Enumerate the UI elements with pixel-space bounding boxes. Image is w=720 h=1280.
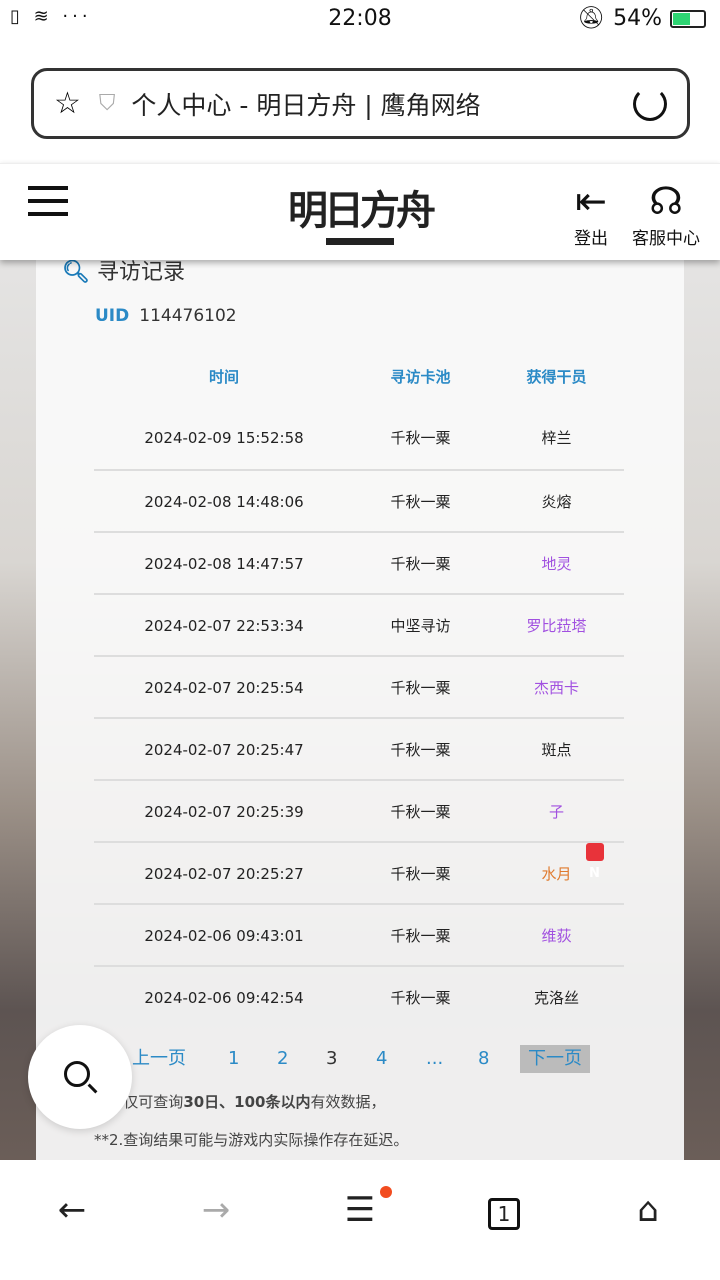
notification-dot bbox=[380, 1186, 392, 1198]
new-badge: N bbox=[585, 843, 604, 881]
time-cell: 2024-02-07 20:25:54 bbox=[144, 679, 304, 697]
bottom-nav: ← → ☰ 1 ⌂ bbox=[0, 1160, 720, 1280]
page-ellipsis: ... bbox=[426, 1048, 444, 1069]
operator-cell: 梓兰 bbox=[541, 429, 572, 447]
time-cell: 2024-02-07 22:53:34 bbox=[144, 617, 304, 635]
pool-cell: 千秋一粟 bbox=[390, 741, 451, 759]
note-2: **2.查询结果可能与游戏内实际操作存在延迟。 bbox=[94, 1131, 409, 1149]
time-cell: 2024-02-06 09:42:54 bbox=[144, 989, 304, 1007]
note-1: **1.仅可查询30日、100条以内有效数据， bbox=[94, 1093, 386, 1111]
card-title: 🔍︎ 寻访记录 bbox=[62, 260, 185, 285]
clock: 22:08 bbox=[328, 6, 392, 31]
bell-muted-icon: 🔕︎ bbox=[577, 6, 606, 31]
table-row: 2024-02-07 20:25:47 千秋一粟 斑点 bbox=[94, 717, 624, 779]
operator-cell: 斑点 bbox=[541, 741, 572, 759]
page-3-current: 3 bbox=[326, 1048, 338, 1069]
site-header: 明日方舟 ⇤ 登出 ☊ 客服中心 bbox=[0, 163, 720, 260]
tabs-button[interactable]: 1 bbox=[474, 1190, 534, 1230]
table-row: 2024-02-07 20:25:27 千秋一粟 水月 N bbox=[94, 841, 624, 903]
pool-cell: 千秋一粟 bbox=[390, 865, 451, 883]
logout-button[interactable]: ⇤ 登出 bbox=[574, 178, 608, 249]
table-row: 2024-02-07 22:53:34 中坚寻访 罗比菈塔 bbox=[94, 593, 624, 655]
battery-percent: 54% bbox=[613, 6, 662, 31]
pool-cell: 千秋一粟 bbox=[390, 927, 451, 945]
search-icon: 🔍︎ bbox=[62, 260, 90, 285]
tab-count: 1 bbox=[488, 1198, 520, 1230]
status-icons-left: ▯ ≋ ··· bbox=[10, 6, 92, 27]
operator-cell: 子 bbox=[548, 803, 564, 821]
search-fab-button[interactable] bbox=[28, 1025, 132, 1129]
time-cell: 2024-02-07 20:25:47 bbox=[144, 741, 304, 759]
page-title: 个人中心 - 明日方舟 | 鹰角网络 bbox=[131, 90, 481, 120]
menu-icon[interactable] bbox=[28, 186, 68, 225]
operator-cell: 克洛丝 bbox=[533, 989, 579, 1007]
pool-cell: 千秋一粟 bbox=[390, 679, 451, 697]
time-cell: 2024-02-09 15:52:58 bbox=[144, 429, 304, 447]
pool-cell: 中坚寻访 bbox=[390, 617, 451, 635]
pool-cell: 千秋一粟 bbox=[390, 555, 451, 573]
logo[interactable]: 明日方舟 bbox=[284, 178, 436, 245]
table-row: 2024-02-06 09:43:01 千秋一粟 维荻 bbox=[94, 903, 624, 965]
shield-icon[interactable]: ⛉ bbox=[98, 91, 116, 116]
prev-page-button[interactable]: 上一页 bbox=[132, 1048, 186, 1069]
table-row: 2024-02-07 20:25:39 千秋一粟 子 bbox=[94, 779, 624, 841]
operator-cell: 杰西卡 bbox=[533, 679, 579, 697]
time-cell: 2024-02-07 20:25:39 bbox=[144, 803, 304, 821]
star-icon[interactable]: ☆ bbox=[54, 86, 81, 121]
menu-icon[interactable]: ☰ bbox=[330, 1186, 392, 1230]
support-label: 客服中心 bbox=[632, 229, 700, 249]
logout-label: 登出 bbox=[574, 229, 608, 249]
time-cell: 2024-02-06 09:43:01 bbox=[144, 927, 304, 945]
home-icon[interactable]: ⌂ bbox=[637, 1190, 659, 1230]
uid: UID 114476102 bbox=[95, 306, 237, 326]
pool-cell: 千秋一粟 bbox=[390, 429, 451, 447]
time-cell: 2024-02-07 20:25:27 bbox=[144, 865, 304, 883]
time-cell: 2024-02-08 14:48:06 bbox=[144, 493, 304, 511]
address-bar[interactable]: ☆ ⛉ 个人中心 - 明日方舟 | 鹰角网络 bbox=[31, 68, 690, 139]
support-button[interactable]: ☊ 客服中心 bbox=[632, 178, 700, 249]
pool-cell: 千秋一粟 bbox=[390, 803, 451, 821]
gacha-record-card: 🔍︎ 寻访记录 UID 114476102 时间 寻访卡池 获得干员 2024-02-… bbox=[36, 240, 684, 1160]
pool-cell: 千秋一粟 bbox=[390, 989, 451, 1007]
table-header: 时间 寻访卡池 获得干员 bbox=[208, 368, 587, 386]
operator-cell: 地灵 bbox=[541, 555, 572, 573]
pool-cell: 千秋一粟 bbox=[390, 493, 451, 511]
operator-cell: 维荻 bbox=[541, 927, 572, 945]
operator-cell: 罗比菈塔 bbox=[526, 617, 587, 635]
page-4[interactable]: 4 bbox=[376, 1048, 388, 1069]
page-2[interactable]: 2 bbox=[277, 1048, 289, 1069]
back-icon[interactable]: ← bbox=[57, 1190, 87, 1230]
operator-cell: 炎熔 bbox=[541, 493, 572, 511]
headset-icon: ☊ bbox=[649, 179, 683, 223]
forward-icon[interactable]: → bbox=[201, 1190, 231, 1230]
reload-icon[interactable] bbox=[633, 87, 667, 121]
table-row: 2024-02-06 09:42:54 千秋一粟 克洛丝 bbox=[94, 965, 624, 1027]
page-1[interactable]: 1 bbox=[228, 1048, 240, 1069]
table-row: 2024-02-09 15:52:58 千秋一粟 梓兰 bbox=[94, 407, 624, 469]
logout-icon: ⇤ bbox=[575, 179, 607, 223]
table-row: 2024-02-07 20:25:54 千秋一粟 杰西卡 bbox=[94, 655, 624, 717]
operator-cell: 水月 N bbox=[484, 843, 629, 905]
time-cell: 2024-02-08 14:47:57 bbox=[144, 555, 304, 573]
next-page-button[interactable]: 下一页 bbox=[520, 1045, 590, 1073]
table-row: 2024-02-08 14:48:06 千秋一粟 炎熔 bbox=[94, 469, 624, 531]
table-row: 2024-02-08 14:47:57 千秋一粟 地灵 bbox=[94, 531, 624, 593]
status-bar: ▯ ≋ ··· 22:08 🔕︎ 54% bbox=[0, 0, 720, 40]
battery-charging-icon bbox=[670, 9, 706, 28]
page-8[interactable]: 8 bbox=[478, 1048, 490, 1069]
